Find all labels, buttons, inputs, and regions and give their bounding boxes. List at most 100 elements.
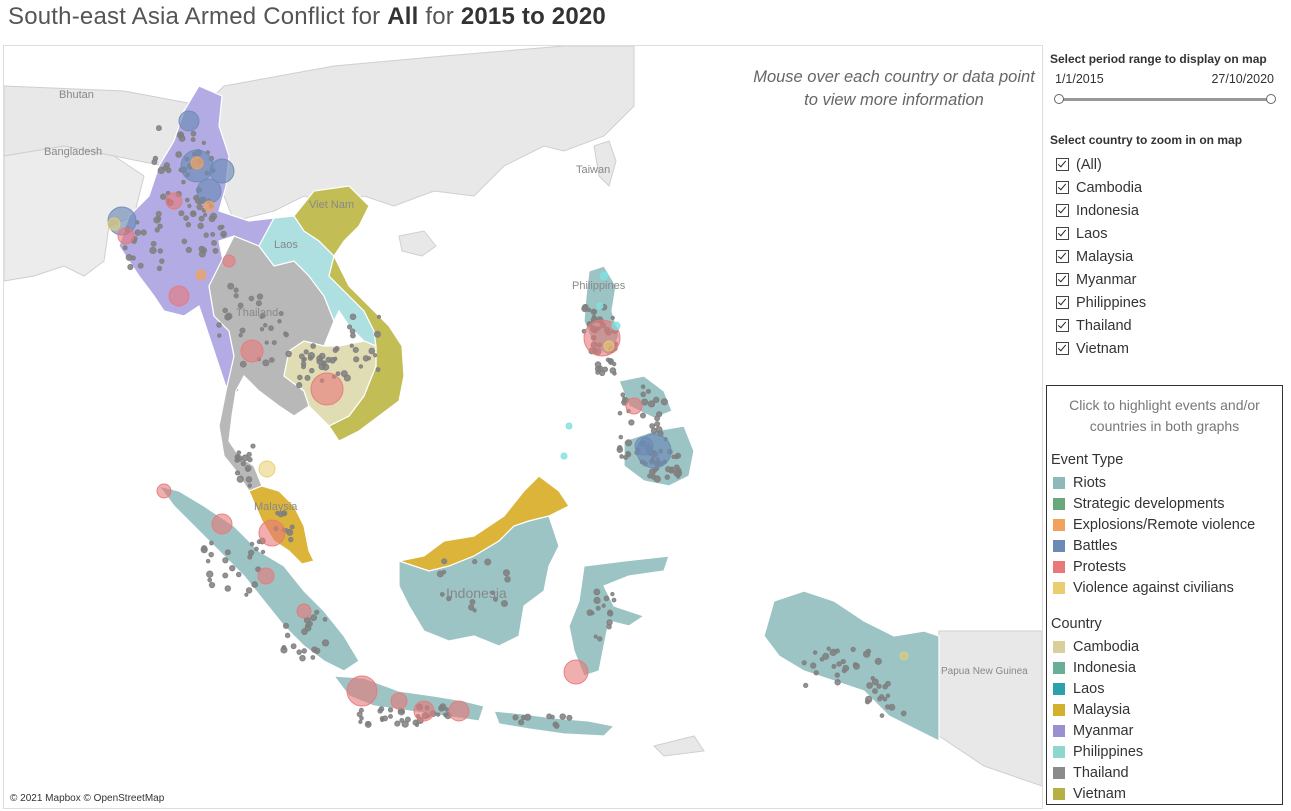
country-option[interactable]: Laos (1046, 222, 1286, 245)
event-point[interactable] (209, 212, 218, 220)
event-point[interactable] (247, 483, 253, 488)
event-point[interactable] (441, 558, 448, 565)
event-point[interactable] (257, 567, 275, 585)
event-point[interactable] (209, 540, 214, 546)
event-point[interactable] (325, 356, 332, 363)
event-point[interactable] (675, 452, 682, 459)
event-point[interactable] (618, 434, 624, 440)
event-point[interactable] (239, 360, 247, 368)
event-point[interactable] (810, 662, 817, 669)
country-option[interactable]: Cambodia (1046, 176, 1286, 199)
event-point[interactable] (151, 158, 158, 166)
event-type-legend-item[interactable]: Explosions/Remote violence (1047, 514, 1282, 535)
event-point[interactable] (125, 253, 133, 261)
event-point[interactable] (387, 707, 394, 713)
event-point[interactable] (446, 595, 452, 602)
event-point[interactable] (157, 248, 164, 254)
event-point[interactable] (268, 325, 274, 332)
event-point[interactable] (282, 622, 290, 629)
event-point[interactable] (640, 384, 646, 390)
event-point[interactable] (310, 655, 316, 660)
event-point[interactable] (593, 634, 598, 639)
event-point[interactable] (165, 192, 183, 210)
event-point[interactable] (518, 719, 525, 726)
country-option[interactable]: (All) (1046, 153, 1286, 176)
event-point[interactable] (444, 707, 450, 712)
event-point[interactable] (624, 439, 633, 447)
event-point[interactable] (634, 436, 654, 456)
event-point[interactable] (401, 720, 409, 728)
event-point[interactable] (236, 450, 242, 455)
event-point[interactable] (283, 331, 288, 336)
event-point[interactable] (234, 454, 241, 460)
event-point[interactable] (586, 609, 594, 616)
event-point[interactable] (610, 591, 615, 597)
event-type-legend-item[interactable]: Protests (1047, 556, 1282, 577)
event-point[interactable] (178, 135, 186, 142)
event-point[interactable] (656, 411, 663, 418)
event-point[interactable] (296, 649, 302, 655)
event-point[interactable] (334, 345, 340, 352)
event-point[interactable] (198, 245, 206, 253)
event-point[interactable] (364, 720, 372, 728)
event-point[interactable] (484, 558, 492, 566)
event-point[interactable] (879, 713, 885, 718)
event-point[interactable] (597, 636, 603, 642)
event-point[interactable] (260, 313, 266, 319)
event-point[interactable] (596, 302, 604, 310)
event-point[interactable] (245, 587, 253, 594)
event-point[interactable] (594, 365, 602, 373)
event-point[interactable] (307, 620, 313, 627)
event-point[interactable] (189, 210, 197, 218)
event-point[interactable] (358, 719, 363, 724)
country-legend-item[interactable]: Vietnam (1047, 783, 1282, 804)
event-point[interactable] (190, 137, 196, 143)
slider-track[interactable] (1056, 98, 1274, 101)
event-point[interactable] (134, 229, 142, 236)
checkbox-checked-icon[interactable] (1056, 181, 1069, 194)
checkbox-checked-icon[interactable] (1056, 342, 1069, 355)
event-point[interactable] (210, 231, 216, 237)
event-point[interactable] (318, 352, 326, 360)
country-option[interactable]: Indonesia (1046, 199, 1286, 222)
event-point[interactable] (826, 646, 831, 651)
event-point[interactable] (625, 451, 632, 458)
event-point[interactable] (203, 232, 209, 238)
event-point[interactable] (333, 356, 338, 361)
country-legend-item[interactable]: Indonesia (1047, 657, 1282, 678)
event-point[interactable] (156, 483, 172, 499)
event-point[interactable] (512, 714, 519, 721)
event-point[interactable] (237, 302, 244, 309)
checkbox-checked-icon[interactable] (1056, 227, 1069, 240)
event-point[interactable] (256, 293, 264, 300)
event-point[interactable] (255, 566, 261, 573)
event-point[interactable] (335, 371, 341, 377)
event-point[interactable] (390, 692, 408, 710)
event-point[interactable] (224, 585, 232, 592)
event-point[interactable] (565, 422, 573, 430)
checkbox-checked-icon[interactable] (1056, 319, 1069, 332)
country-legend-item[interactable]: Myanmar (1047, 720, 1282, 741)
event-point[interactable] (284, 632, 291, 639)
country-option[interactable]: Malaysia (1046, 245, 1286, 268)
event-point[interactable] (560, 452, 568, 460)
event-point[interactable] (649, 423, 656, 429)
event-point[interactable] (812, 650, 818, 655)
event-point[interactable] (866, 682, 873, 689)
event-point[interactable] (203, 200, 215, 212)
event-point[interactable] (301, 364, 307, 370)
event-point[interactable] (606, 619, 613, 626)
event-point[interactable] (552, 721, 559, 728)
event-point[interactable] (190, 130, 197, 137)
event-point[interactable] (611, 321, 621, 331)
event-point[interactable] (221, 233, 226, 238)
event-point[interactable] (448, 700, 470, 722)
event-point[interactable] (490, 590, 496, 596)
event-point[interactable] (205, 558, 211, 564)
event-point[interactable] (581, 304, 589, 313)
event-point[interactable] (156, 216, 162, 222)
country-legend-item[interactable]: Thailand (1047, 762, 1282, 783)
event-point[interactable] (900, 710, 907, 717)
event-point[interactable] (159, 258, 165, 264)
event-point[interactable] (379, 717, 385, 723)
